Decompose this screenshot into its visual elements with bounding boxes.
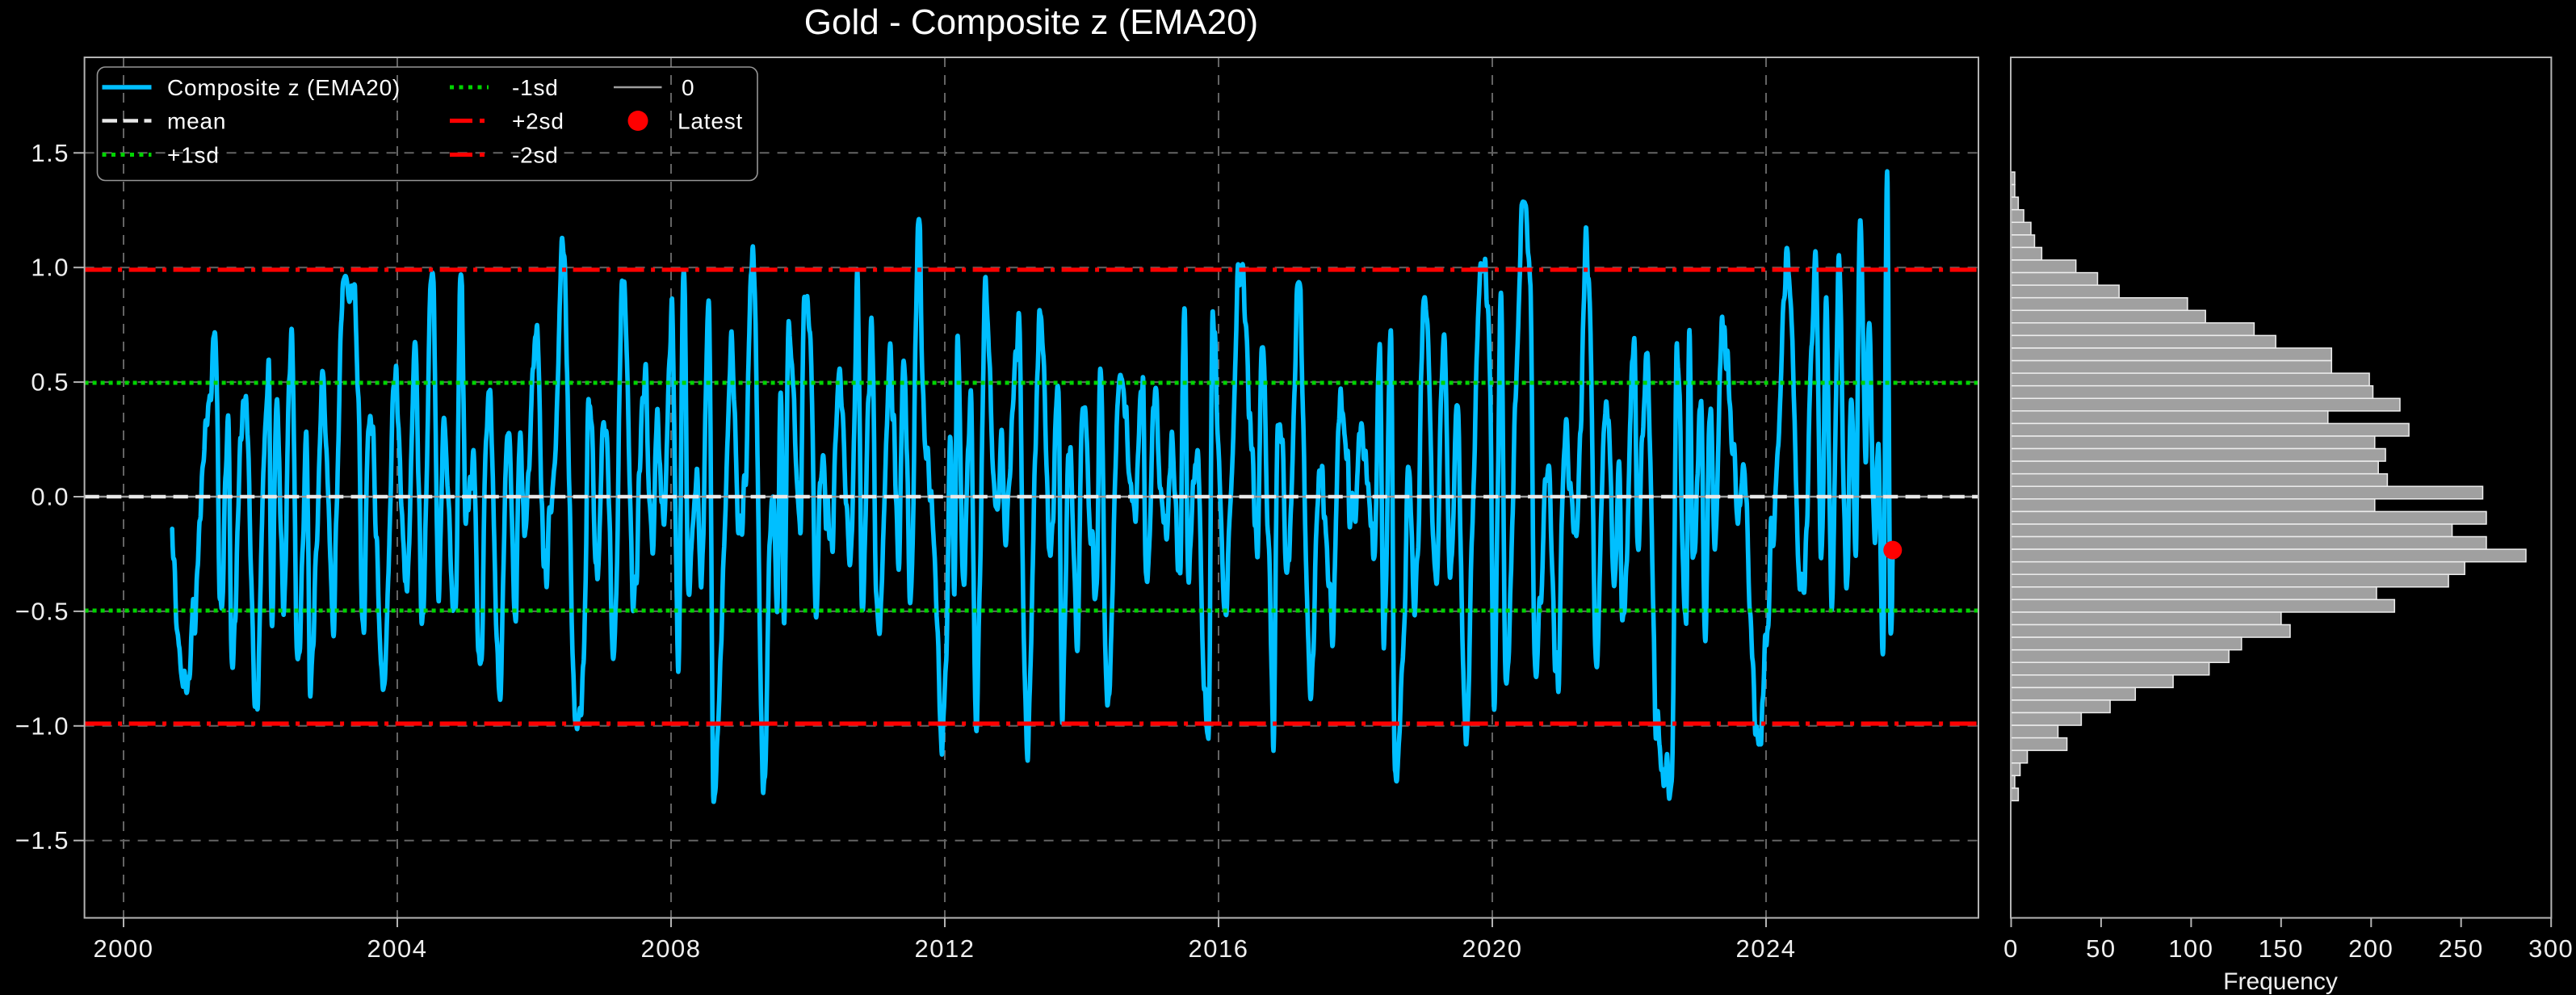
svg-text:200: 200 [2348, 934, 2393, 963]
svg-text:2020: 2020 [1462, 934, 1523, 963]
svg-text:0.0: 0.0 [31, 483, 69, 511]
svg-text:+1sd: +1sd [167, 143, 220, 168]
svg-text:300: 300 [2528, 934, 2574, 963]
svg-text:0.5: 0.5 [31, 368, 69, 397]
svg-text:2000: 2000 [94, 934, 154, 963]
svg-text:2024: 2024 [1736, 934, 1797, 963]
svg-text:Composite z (EMA20): Composite z (EMA20) [167, 75, 401, 100]
svg-text:1.5: 1.5 [31, 139, 69, 167]
svg-text:0: 0 [682, 75, 694, 100]
svg-text:2016: 2016 [1189, 934, 1249, 963]
svg-text:2012: 2012 [915, 934, 975, 963]
svg-text:mean: mean [167, 109, 226, 134]
svg-text:150: 150 [2259, 934, 2304, 963]
svg-text:+2sd: +2sd [512, 109, 564, 134]
svg-text:Latest: Latest [678, 109, 743, 134]
svg-text:Gold - Composite z (EMA20): Gold - Composite z (EMA20) [804, 2, 1258, 42]
svg-text:−0.5: −0.5 [15, 597, 69, 625]
svg-text:50: 50 [2086, 934, 2116, 963]
svg-text:-1sd: -1sd [512, 75, 559, 100]
svg-text:Frequency: Frequency [2223, 968, 2338, 995]
svg-text:−1.5: −1.5 [15, 826, 69, 854]
svg-text:0: 0 [2003, 934, 2019, 963]
svg-text:2004: 2004 [367, 934, 428, 963]
svg-text:100: 100 [2168, 934, 2213, 963]
svg-text:−1.0: −1.0 [15, 712, 69, 740]
svg-text:1.0: 1.0 [31, 254, 69, 282]
svg-text:250: 250 [2439, 934, 2484, 963]
svg-text:2008: 2008 [641, 934, 702, 963]
svg-text:-2sd: -2sd [512, 143, 559, 168]
